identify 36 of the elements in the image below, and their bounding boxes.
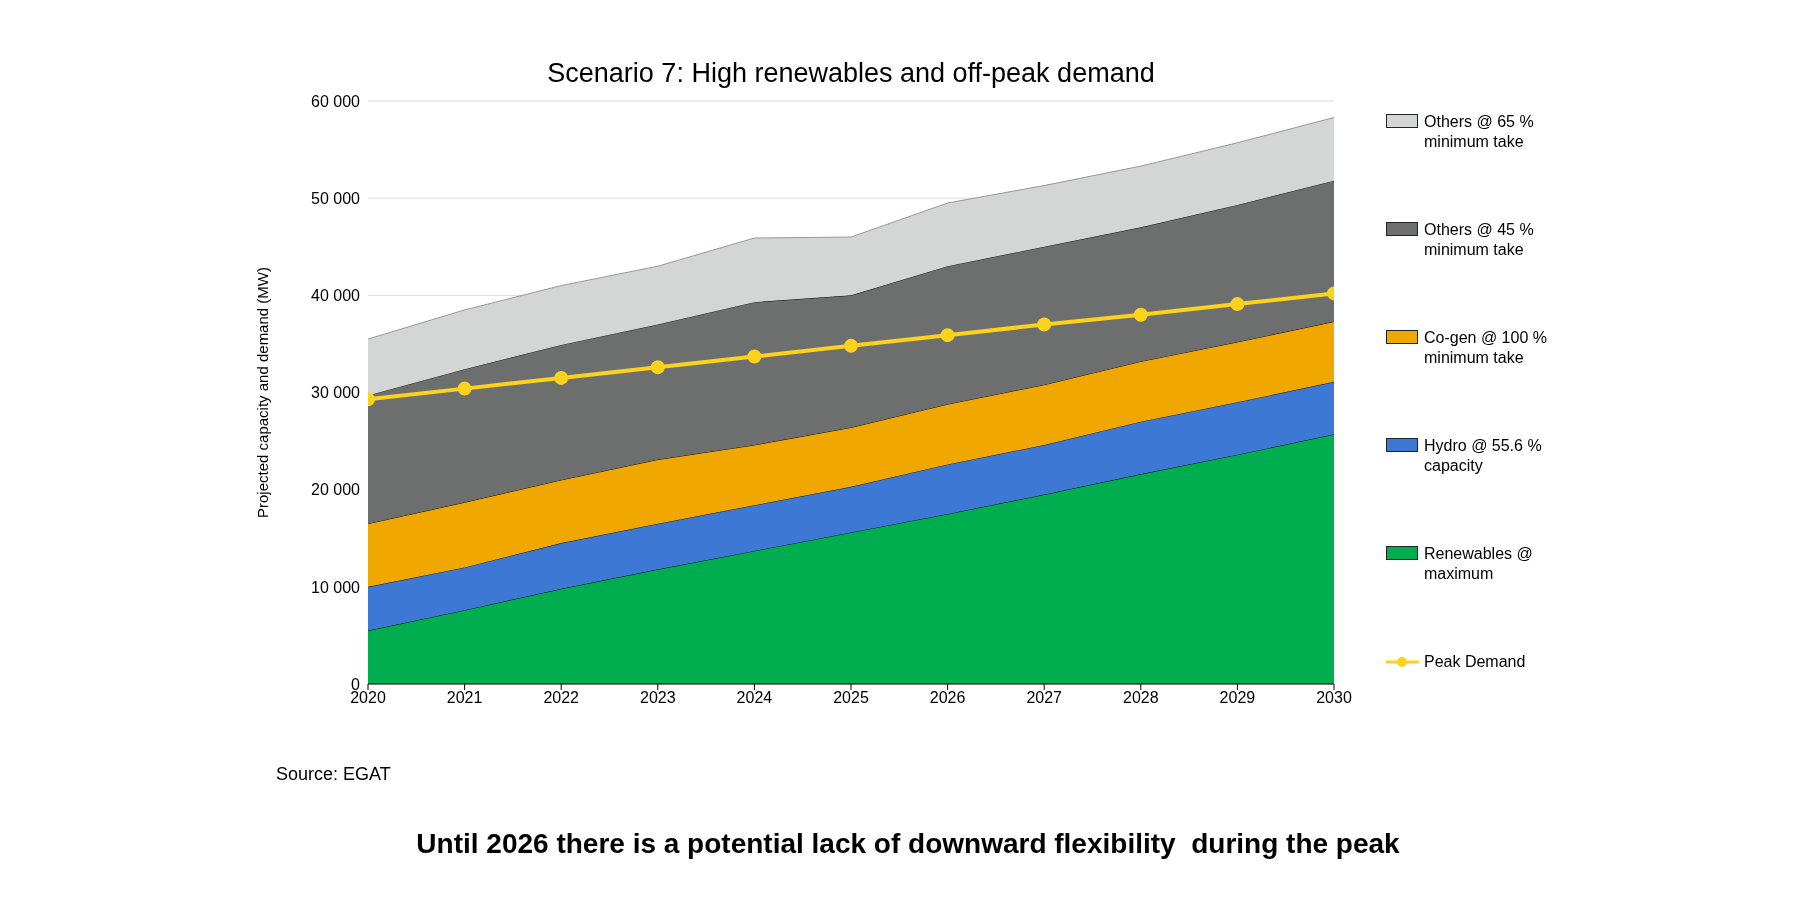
source-note: Source: EGAT: [276, 764, 391, 785]
text: Until 2026 there is a potential lack of downward flexibility during the peak: [415, 828, 1401, 860]
x-tick-label: 2025: [833, 689, 869, 707]
point: [844, 338, 858, 353]
legend-label: Hydro @ 55.6 % capacity: [1424, 436, 1543, 476]
x-tick-label: 2030: [1316, 689, 1352, 707]
y-tick-label: 50 000: [311, 189, 361, 207]
point: [457, 381, 472, 396]
y-tick-label: 10 000: [311, 578, 361, 596]
point: [1037, 317, 1052, 332]
y-tick-label: 60 000: [311, 92, 361, 110]
x-tick-label: 2021: [446, 689, 483, 707]
x-tick-label: 2023: [640, 689, 676, 707]
legend-label: Others @ 65 % minimum take: [1424, 112, 1535, 152]
x-tick-label: 2022: [543, 689, 580, 707]
x-tick-label: 2028: [1123, 689, 1159, 707]
x-tick-label: 2020: [350, 689, 386, 707]
point: [554, 370, 569, 385]
x-tick-label: 2026: [929, 689, 966, 707]
x-tick-label: 2029: [1219, 689, 1256, 707]
point: [650, 360, 665, 375]
x-tick-label: 2027: [1026, 689, 1063, 707]
legend-label: Co-gen @ 100 % minimum take: [1424, 328, 1548, 368]
x-tick-label: 2024: [736, 689, 773, 707]
point: [747, 349, 762, 364]
y-tick-label: 20 000: [311, 481, 361, 499]
point: [1230, 297, 1245, 312]
legend-label: Peak Demand: [1424, 652, 1527, 672]
y-tick-label: 40 000: [311, 287, 361, 305]
point: [940, 328, 955, 343]
legend-label: Others @ 45 % minimum take: [1424, 220, 1535, 260]
point: [1133, 307, 1148, 322]
chart-title: Scenario 7: High renewables and off-peak demand: [546, 58, 1156, 89]
legend-label: Renewables @ maximum: [1424, 544, 1534, 584]
y-axis-title: Projected capacity and demand (MW): [254, 267, 272, 518]
y-tick-label: 30 000: [311, 384, 361, 402]
